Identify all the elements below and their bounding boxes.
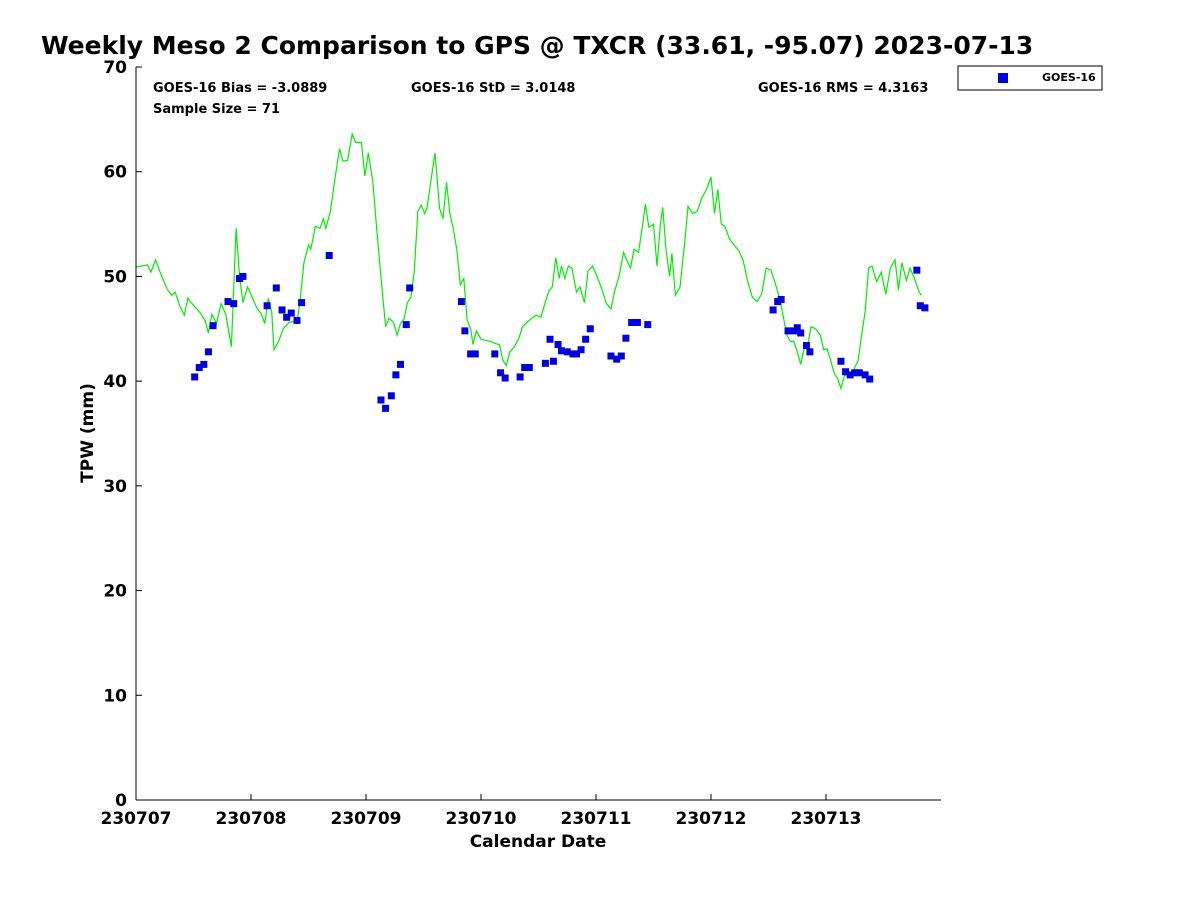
goes16-point: [851, 369, 859, 377]
goes16-point: [797, 329, 805, 337]
goes16-point: [325, 251, 333, 259]
goes16-point: [387, 392, 395, 400]
goes16-point: [209, 322, 217, 330]
goes16-point: [921, 304, 929, 312]
tick-labels: 230707 230708 230709 230710 230711 230712 2307…: [101, 58, 862, 829]
y-tick-label: 60: [103, 163, 127, 183]
y-tick-label: 20: [103, 582, 127, 602]
goes16-point: [617, 352, 625, 360]
x-tick-label: 230708: [216, 809, 287, 829]
goes16-point: [541, 359, 549, 367]
axes: [135, 67, 941, 801]
y-tick-label: 30: [103, 477, 127, 497]
goes16-point: [230, 300, 238, 308]
goes16-point: [582, 335, 590, 343]
goes16-point: [516, 373, 524, 381]
goes16-point: [195, 364, 203, 372]
x-tick-label: 230713: [791, 809, 862, 829]
goes16-point: [549, 357, 557, 365]
goes16-point: [204, 348, 212, 356]
x-tick-label: 230707: [101, 809, 172, 829]
x-tick-label: 230711: [561, 809, 632, 829]
goes16-point: [461, 327, 469, 335]
goes16-point: [406, 284, 414, 292]
legend-marker: [998, 73, 1008, 83]
goes16-point: [272, 284, 280, 292]
goes16-point: [806, 348, 814, 356]
chart-title: Weekly Meso 2 Comparison to GPS @ TXCR (…: [41, 31, 1033, 60]
goes16-point: [855, 369, 863, 377]
y-tick-label: 40: [103, 372, 127, 392]
goes16-point: [287, 309, 295, 317]
legend-label: GOES-16: [1042, 71, 1096, 84]
goes16-point: [913, 266, 921, 274]
std-stat: GOES-16 StD = 3.0148: [411, 81, 575, 96]
y-tick-label: 70: [103, 58, 127, 78]
goes16-point: [224, 298, 232, 306]
goes16-point: [802, 342, 810, 350]
goes16-point: [283, 313, 291, 321]
x-tick-label: 230710: [446, 809, 517, 829]
goes16-point: [769, 306, 777, 314]
goes16-point: [784, 327, 792, 335]
goes16-point: [293, 316, 301, 324]
goes16-point: [392, 371, 400, 379]
goes16-point: [278, 306, 286, 314]
goes16-point: [521, 364, 529, 372]
goes16-point: [607, 352, 615, 360]
goes16-point: [497, 369, 505, 377]
goes16-point: [491, 350, 499, 358]
x-axis-label: Calendar Date: [470, 832, 607, 852]
goes16-point: [586, 325, 594, 333]
goes16-point: [842, 368, 850, 376]
goes16-point: [837, 357, 845, 365]
goes16-point: [861, 371, 869, 379]
rms-stat: GOES-16 RMS = 4.3163: [758, 81, 928, 96]
legend-box: [957, 65, 1103, 91]
goes16-point: [577, 346, 585, 354]
goes16-point: [558, 347, 565, 355]
goes16-point: [298, 299, 306, 307]
goes16-point: [263, 302, 271, 310]
y-tick-label: 10: [103, 686, 127, 706]
goes16-point: [622, 334, 630, 342]
goes16-point: [382, 404, 390, 412]
goes16-point: [471, 350, 479, 358]
goes16-point: [402, 321, 410, 329]
goes16-point: [793, 324, 801, 332]
sample-size-stat: Sample Size = 71: [153, 102, 280, 117]
plot-area: [135, 131, 929, 412]
goes16-point: [377, 396, 385, 404]
bias-stat: GOES-16 Bias = -3.0889: [153, 81, 327, 96]
goes16-point: [644, 321, 652, 329]
goes16-point: [525, 364, 533, 372]
goes16-point: [200, 360, 208, 368]
goes16-point: [457, 298, 465, 306]
goes16-point: [866, 375, 874, 383]
goes16-point: [501, 374, 509, 382]
goes16-point: [613, 355, 621, 363]
goes16-point: [191, 373, 199, 381]
goes16-point: [563, 348, 571, 356]
goes16-point: [916, 302, 924, 310]
goes16-point: [397, 360, 404, 368]
y-axis-label: TPW (mm): [78, 383, 98, 483]
goes16-point: [777, 295, 785, 303]
goes16-point: [554, 340, 562, 348]
gps-tpw-line: [135, 131, 922, 391]
goes16-point: [846, 371, 854, 379]
goes16-point: [572, 350, 580, 358]
goes16-point: [628, 319, 636, 327]
goes16-point: [239, 272, 247, 280]
goes16-point: [633, 319, 641, 327]
x-tick-label: 230709: [331, 809, 402, 829]
legend: GOES-16: [957, 65, 1103, 91]
x-tick-label: 230712: [676, 809, 747, 829]
goes16-point: [546, 335, 554, 343]
goes16-point: [467, 350, 475, 358]
y-tick-label: 50: [103, 267, 127, 287]
y-tick-label: 0: [115, 791, 127, 811]
